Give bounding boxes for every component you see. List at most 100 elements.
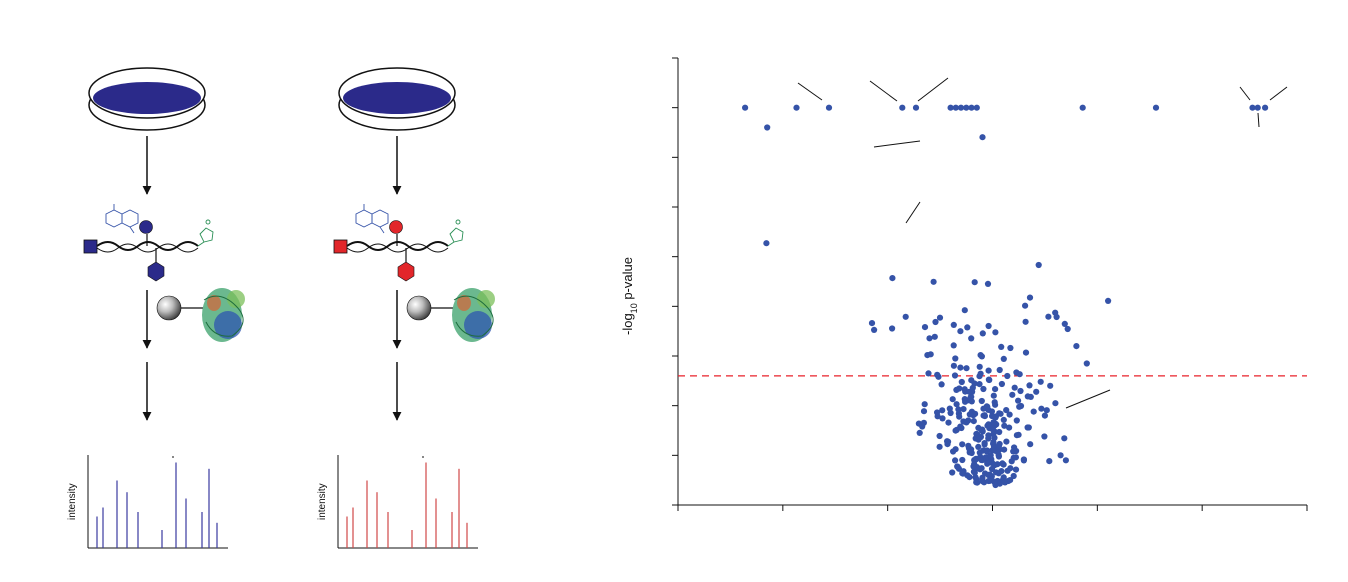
bead-protein-icon (406, 288, 495, 342)
data-point (969, 384, 976, 391)
data-point (995, 451, 1002, 458)
data-point (977, 466, 984, 473)
volcano-plot: -log10 p-value (620, 57, 1308, 511)
data-point (1015, 397, 1022, 404)
data-point (966, 449, 973, 456)
data-point (968, 335, 975, 342)
data-point (998, 343, 1005, 350)
data-point (956, 385, 963, 392)
data-point (944, 438, 951, 445)
data-point (1015, 431, 1022, 438)
data-point (1041, 412, 1048, 419)
data-point (1052, 400, 1059, 407)
data-point (965, 442, 972, 449)
data-point (1013, 417, 1020, 424)
data-point (1011, 384, 1018, 391)
data-point (932, 318, 939, 326)
data-point (985, 376, 993, 383)
data-point (939, 407, 946, 414)
data-point (991, 479, 998, 486)
data-point (1006, 424, 1013, 431)
workflow-right: intensity (317, 67, 495, 549)
data-point (956, 413, 963, 420)
data-point (997, 410, 1004, 417)
data-point (1249, 104, 1256, 111)
data-point (970, 418, 977, 425)
data-point (1079, 104, 1086, 111)
data-point (899, 104, 906, 111)
data-point (990, 431, 997, 438)
data-point (978, 397, 985, 405)
annotation-leader-lines (797, 77, 1288, 409)
data-point (964, 324, 971, 331)
data-point (968, 104, 975, 111)
data-point (945, 419, 952, 426)
data-point (982, 454, 989, 461)
data-point (1003, 407, 1010, 414)
data-point (983, 448, 991, 455)
data-point (998, 380, 1006, 388)
data-point (921, 401, 928, 408)
dna-probe-icon (83, 204, 214, 282)
petri-dish-icon (88, 67, 206, 131)
data-point (950, 448, 957, 455)
data-point (974, 479, 981, 486)
data-point (916, 429, 923, 436)
data-point (1006, 411, 1013, 418)
data-point (959, 441, 966, 448)
data-point (938, 381, 945, 388)
data-point (958, 378, 965, 386)
data-point (1010, 472, 1017, 480)
dna-probe-icon (333, 204, 464, 282)
data-point (963, 104, 970, 111)
y-axis-label: -log10 p-value (620, 257, 639, 335)
data-point (973, 104, 980, 111)
data-point (902, 313, 909, 320)
data-point (936, 314, 944, 321)
data-point (1011, 444, 1018, 451)
data-point (1030, 408, 1037, 415)
data-point (920, 419, 928, 426)
data-point (889, 275, 896, 282)
workflow-left: intensity (67, 67, 245, 549)
data-point (1043, 407, 1050, 414)
data-point (949, 469, 956, 476)
data-point (1262, 104, 1269, 111)
data-point (954, 463, 961, 470)
data-point (992, 401, 999, 408)
data-point (1033, 388, 1040, 395)
data-point (968, 377, 975, 384)
data-point (1022, 349, 1030, 356)
data-point (979, 134, 986, 141)
data-point (961, 307, 968, 314)
data-point (951, 372, 959, 379)
data-point (998, 468, 1005, 475)
data-point (971, 469, 978, 476)
spectrum-ylabel: intensity (317, 483, 328, 520)
data-point (952, 104, 959, 111)
data-point (889, 325, 896, 332)
data-point (1007, 344, 1014, 352)
data-point (1062, 457, 1069, 464)
data-point (1152, 104, 1160, 111)
data-point (1001, 422, 1008, 429)
data-point (981, 440, 988, 447)
data-point (936, 443, 943, 450)
data-point (868, 320, 876, 327)
data-point (959, 456, 966, 464)
data-point (953, 401, 960, 408)
data-point (971, 279, 978, 286)
data-point (952, 457, 959, 464)
data-point (981, 412, 988, 419)
data-point (950, 362, 958, 369)
data-point (1041, 433, 1048, 440)
data-point (985, 471, 992, 479)
data-point (934, 413, 941, 420)
data-point (931, 333, 938, 340)
data-point (1022, 318, 1029, 325)
data-point (1022, 302, 1029, 309)
data-point (979, 330, 986, 337)
data-point (1057, 452, 1064, 459)
data-point (990, 392, 997, 399)
